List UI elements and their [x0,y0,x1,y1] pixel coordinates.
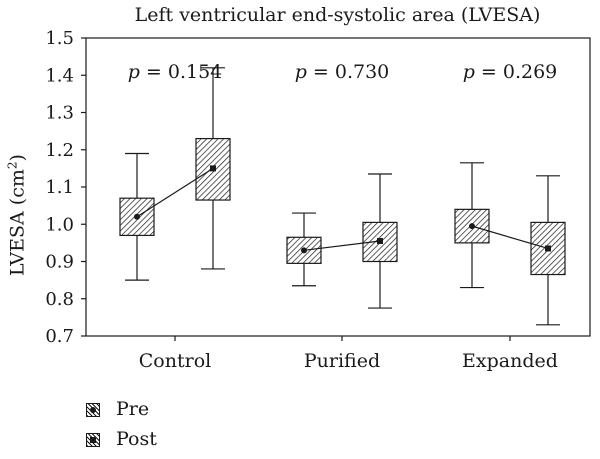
y-tick-label: 0.8 [45,289,74,310]
median-marker-post [210,165,216,172]
box-pre [454,208,490,244]
p-value-label: p = 0.730 [295,61,390,83]
y-tick-label: 1.0 [45,214,74,235]
y-tick-label: 0.9 [45,252,74,273]
y-tick-label: 0.7 [45,326,74,347]
median-marker-post [377,238,383,245]
y-tick-label: 1.3 [45,103,74,124]
legend-swatch-pre [86,403,100,417]
y-tick-label: 1.2 [45,140,74,161]
median-marker-post [545,245,551,252]
y-tick-label: 1.1 [45,177,74,198]
median-connector [136,167,214,218]
median-connector [303,240,381,251]
x-tick-label: Control [139,350,211,372]
chart-title: Left ventricular end-systolic area (LVES… [134,4,541,26]
y-tick-label: 1.4 [45,65,74,86]
x-tick-label: Purified [304,350,380,372]
legend-item-post: Post [86,428,157,450]
x-tick-label: Expanded [462,350,558,372]
y-tick-label: 1.5 [45,28,74,49]
box-pre [119,197,155,237]
p-value-label: p = 0.154 [128,61,223,83]
legend-item-pre: Pre [86,398,149,420]
legend-swatch-post [86,433,100,447]
median-marker-pre [469,223,475,230]
median-connector [471,225,549,250]
legend-label-post: Post [116,428,157,450]
median-marker-pre [134,213,140,220]
p-value-label: p = 0.269 [463,61,558,83]
median-marker-pre [301,247,307,254]
legend-label-pre: Pre [116,398,150,420]
